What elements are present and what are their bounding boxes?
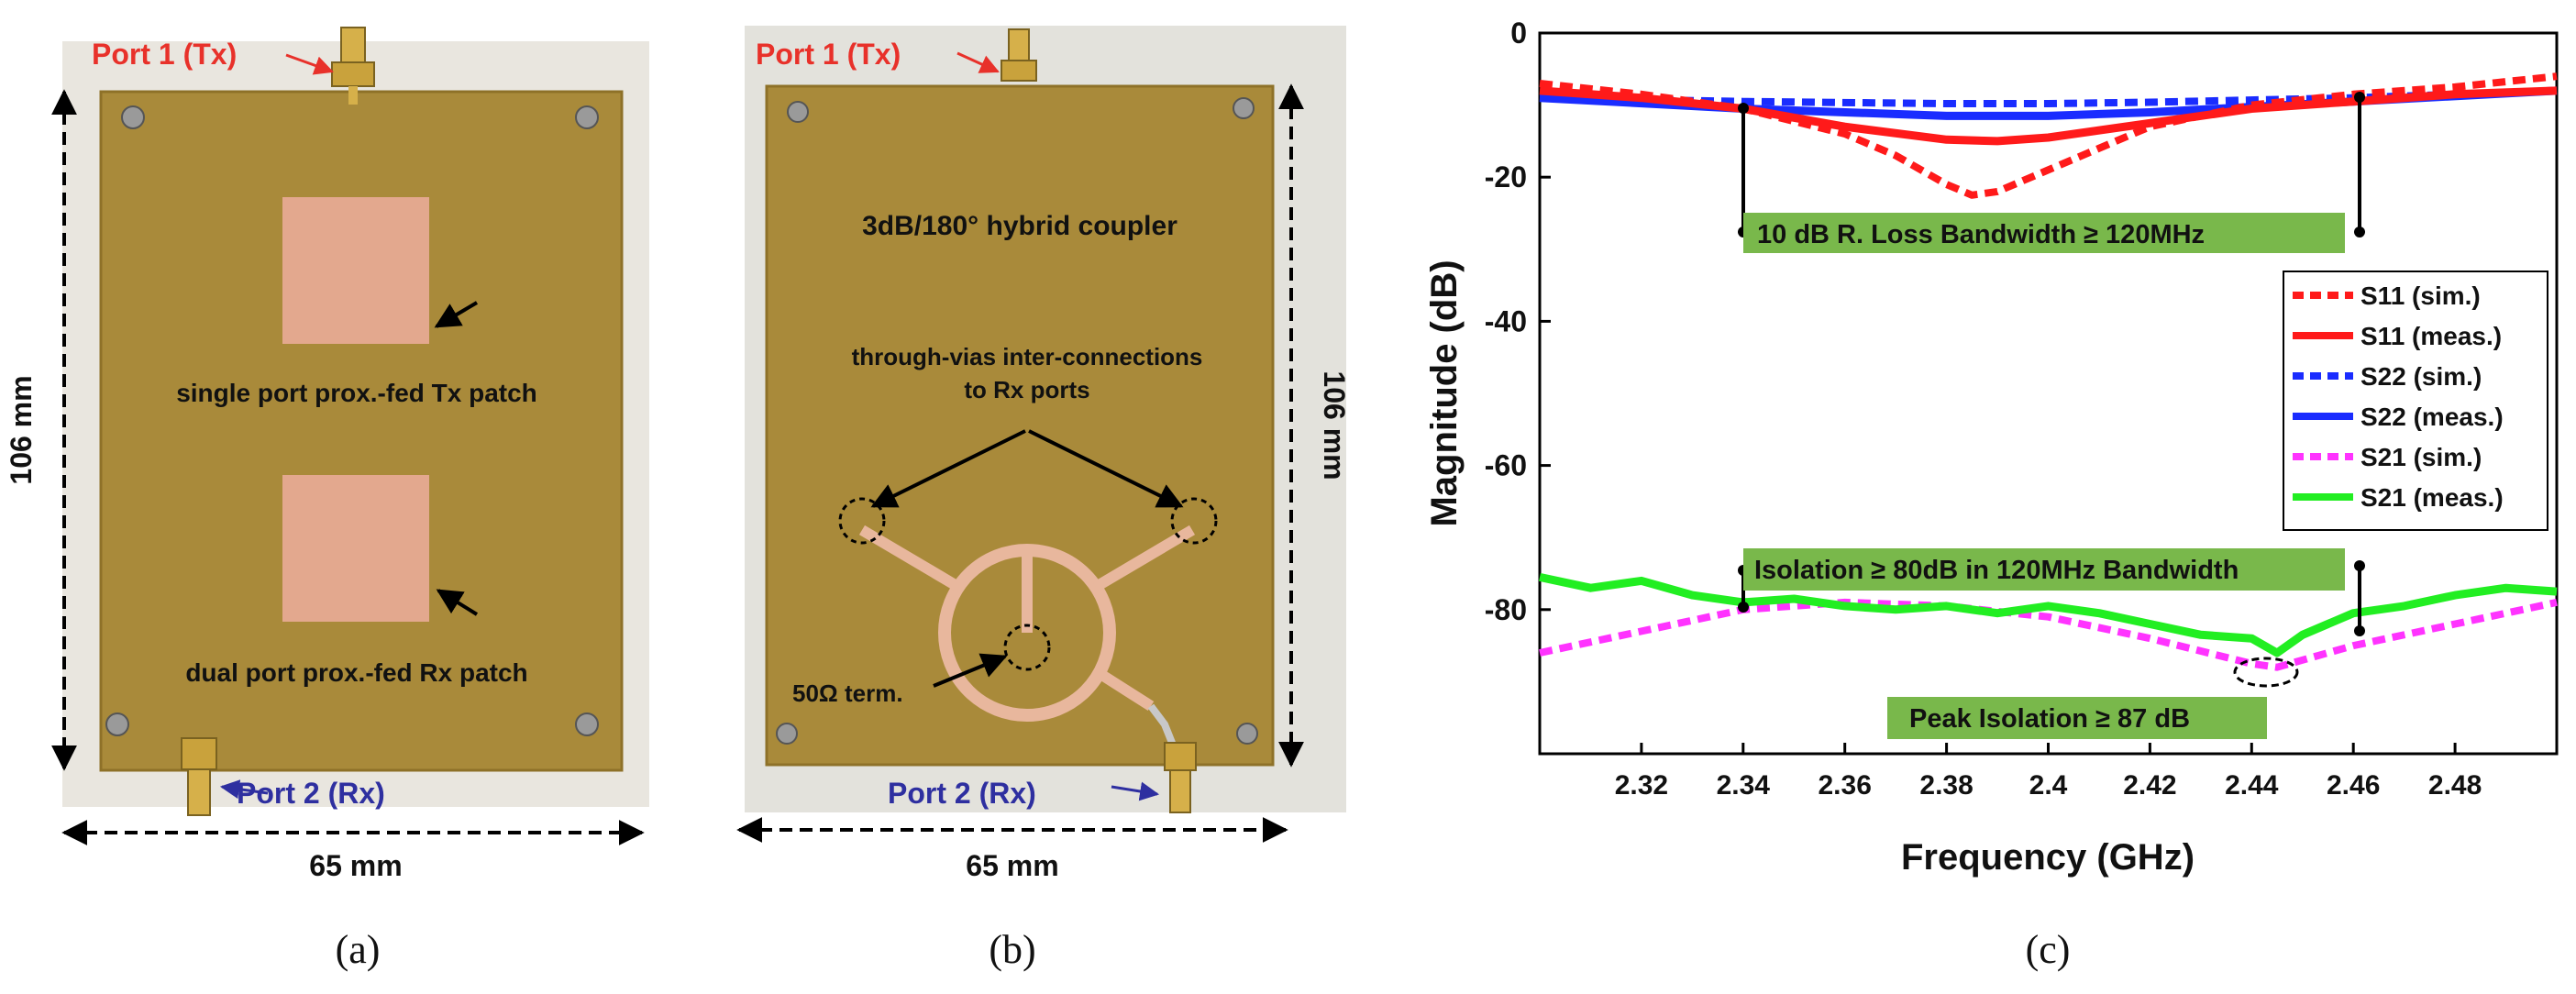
via-circle-right bbox=[1170, 497, 1218, 545]
caption-a: (a) bbox=[336, 927, 381, 972]
peak-annotation-text: Peak Isolation ≥ 87 dB bbox=[1909, 704, 2190, 734]
screw-icon bbox=[1236, 723, 1258, 745]
legend-entry-label: S11 (sim.) bbox=[2360, 282, 2481, 310]
tx-patch-label: single port prox.-fed Tx patch bbox=[176, 379, 537, 407]
peak-isolation-ellipse bbox=[2233, 657, 2299, 688]
via-arrow-right bbox=[1028, 429, 1184, 508]
screw-icon bbox=[776, 723, 798, 745]
y-tick-label: -40 bbox=[1485, 304, 1527, 337]
x-tick-label: 2.46 bbox=[2327, 770, 2380, 801]
x-tick-label: 2.34 bbox=[1717, 770, 1771, 801]
panel-a: Port 1 (Tx) Port 2 (Rx) single port prox… bbox=[5, 27, 649, 972]
screw-icon bbox=[575, 105, 599, 129]
port1-label-b: Port 1 (Tx) bbox=[756, 38, 901, 71]
rx-patch-label: dual port prox.-fed Rx patch bbox=[185, 658, 527, 687]
series-line-s11-meas bbox=[1539, 86, 2558, 146]
x-tick-label: 2.48 bbox=[2428, 770, 2482, 801]
x-axis: 2.32 2.34 2.36 2.38 2.4 2.42 2.44 2.46 2.48 bbox=[1615, 743, 2482, 801]
height-dimension-label-a: 106 mm bbox=[5, 375, 38, 484]
screw-icon bbox=[575, 712, 599, 736]
rloss-annotation-text: 10 dB R. Loss Bandwidth ≥ 120MHz bbox=[1757, 220, 2205, 249]
vias-label-line2: to Rx ports bbox=[964, 376, 1089, 403]
x-axis-label: Frequency (GHz) bbox=[1901, 837, 2195, 878]
legend-entry-label: S21 (sim.) bbox=[2360, 443, 2482, 471]
sma-connector-rx-icon bbox=[181, 737, 217, 816]
width-dimension-label-b: 65 mm bbox=[966, 849, 1058, 882]
chart-legend: S11 (sim.) S11 (meas.) S22 (sim.) S22 (meas… bbox=[2283, 271, 2548, 531]
screw-icon bbox=[1233, 97, 1255, 119]
legend-entry-label: S21 (meas.) bbox=[2360, 483, 2504, 512]
caption-b: (b) bbox=[989, 927, 1035, 972]
sma-connector-tx-icon bbox=[331, 27, 375, 105]
sma-connector-rx-icon bbox=[1164, 742, 1197, 813]
legend-entry-label: S22 (meas.) bbox=[2360, 403, 2504, 431]
port1-arrow bbox=[285, 53, 334, 75]
x-tick-label: 2.38 bbox=[1919, 770, 1973, 801]
caption-c: (c) bbox=[2026, 927, 2071, 972]
sparam-chart: 2.32 2.34 2.36 2.38 2.4 2.42 2.44 2.46 2.48 0 -20… bbox=[1424, 17, 2559, 972]
chart-series bbox=[1539, 72, 2558, 671]
legend-box bbox=[2283, 271, 2548, 531]
panel-b-board bbox=[765, 84, 1275, 767]
screw-icon bbox=[105, 712, 129, 736]
x-tick-label: 2.44 bbox=[2225, 770, 2279, 801]
x-tick-label: 2.42 bbox=[2123, 770, 2176, 801]
termination-circle bbox=[1003, 624, 1051, 671]
tx-patch-arrow bbox=[434, 301, 479, 328]
termination-arrow bbox=[933, 653, 1008, 688]
vias-label-line1: through-vias inter-connections bbox=[852, 343, 1203, 370]
y-tick-label: -60 bbox=[1485, 449, 1527, 482]
y-tick-label: 0 bbox=[1510, 17, 1527, 50]
panel-b: Port 1 (Tx) Port 2 (Rx) 3dB/180° hybrid … bbox=[736, 26, 1351, 972]
width-dimension-label-a: 65 mm bbox=[309, 849, 402, 882]
port1-label-a: Port 1 (Tx) bbox=[92, 38, 237, 71]
rloss-annotation-box bbox=[1743, 213, 2345, 253]
legend-entry-label: S22 (sim.) bbox=[2360, 362, 2482, 391]
sma-connector-tx-icon bbox=[1001, 28, 1037, 82]
series-line-s21-meas bbox=[1539, 572, 2558, 657]
rx-patch-arrow bbox=[436, 589, 479, 616]
y-axis: 0 -20 -40 -60 -80 bbox=[1485, 17, 1551, 626]
x-tick-label: 2.4 bbox=[2029, 770, 2068, 801]
legend-entry-label: S11 (meas.) bbox=[2360, 322, 2502, 350]
termination-label: 50Ω term. bbox=[792, 679, 903, 707]
y-axis-label: Magnitude (dB) bbox=[1424, 260, 1465, 526]
x-tick-label: 2.32 bbox=[1615, 770, 1668, 801]
port2-label-b: Port 2 (Rx) bbox=[888, 777, 1036, 810]
coupler-title: 3dB/180° hybrid coupler bbox=[862, 211, 1177, 241]
y-tick-label: -80 bbox=[1485, 593, 1527, 626]
port2-arrow bbox=[219, 779, 269, 800]
y-tick-label: -20 bbox=[1485, 160, 1527, 193]
rx-patch bbox=[282, 475, 429, 622]
hybrid-coupler-traces bbox=[858, 525, 1196, 749]
tx-patch bbox=[282, 197, 429, 344]
screw-icon bbox=[121, 105, 145, 129]
port1-arrow bbox=[956, 51, 1000, 73]
peak-annotation-box bbox=[1887, 697, 2267, 739]
isolation-annotation-box bbox=[1743, 548, 2345, 591]
height-dimension-label-b: 106 mm bbox=[1318, 370, 1351, 480]
screw-icon bbox=[787, 101, 809, 123]
via-arrow-left bbox=[870, 429, 1026, 508]
port2-arrow bbox=[1111, 781, 1160, 801]
isolation-annotation-text: Isolation ≥ 80dB in 120MHz Bandwidth bbox=[1754, 556, 2239, 585]
x-tick-label: 2.36 bbox=[1819, 770, 1872, 801]
via-circle-left bbox=[838, 497, 886, 545]
